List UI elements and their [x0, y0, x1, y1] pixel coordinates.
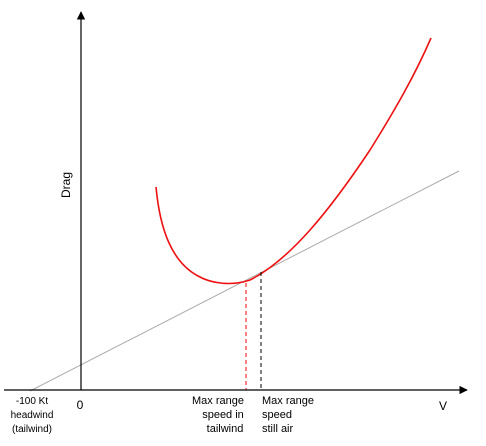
- x-axis-label: V: [439, 399, 447, 413]
- still-air-label-line: speed: [262, 409, 292, 421]
- tailwind-marker-label: Max range speed in tailwind: [192, 395, 244, 435]
- still-air-label-line: Max range: [262, 395, 314, 407]
- tailwind-label-line: Max range: [192, 395, 244, 407]
- still-air-marker-label: Max range speed still air: [262, 395, 314, 435]
- headwind-label-line: -100 Kt: [16, 396, 48, 407]
- headwind-label-line: headwind: [11, 410, 54, 421]
- drag-curve: [155, 37, 432, 285]
- y-axis-label: Drag: [59, 172, 73, 198]
- tailwind-label-line: tailwind: [207, 423, 244, 435]
- still-air-label-line: still air: [262, 423, 294, 435]
- headwind-label: -100 Kt headwind (tailwind): [11, 396, 54, 435]
- headwind-label-line: (tailwind): [12, 424, 52, 435]
- origin-label: 0: [77, 398, 84, 412]
- tailwind-label-line: speed in: [202, 409, 244, 421]
